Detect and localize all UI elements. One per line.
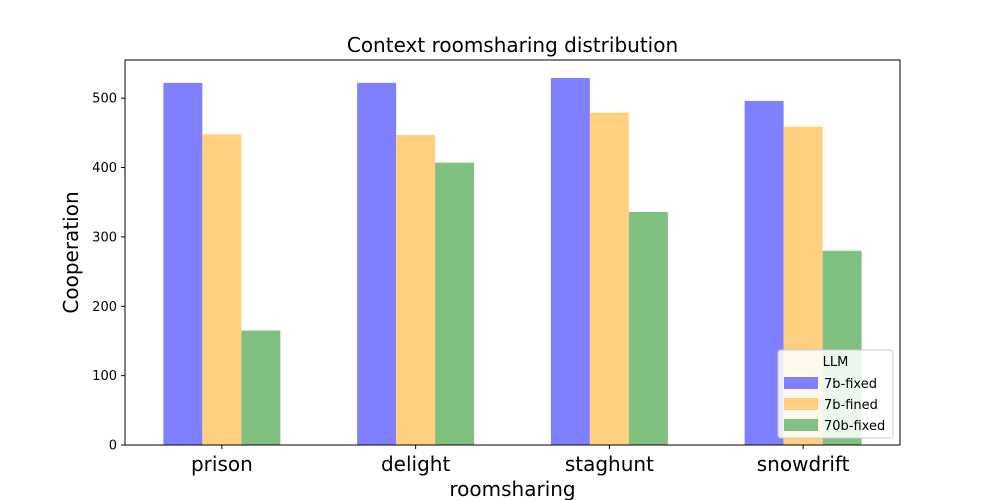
legend-title: LLM <box>823 355 849 370</box>
x-tick-label: prison <box>191 452 253 476</box>
y-tick-label: 400 <box>92 161 117 176</box>
legend-label: 7b-fixed <box>824 377 877 392</box>
bar-7b-fined-prison <box>202 134 242 445</box>
x-axis-label: roomsharing <box>449 477 575 500</box>
legend-label: 7b-fined <box>824 398 878 413</box>
bar-7b-fined-delight <box>396 134 436 445</box>
bar-7b-fixed-delight <box>357 82 397 445</box>
bar-7b-fined-staghunt <box>589 112 629 446</box>
y-tick-label: 500 <box>92 92 117 107</box>
bar-7b-fixed-staghunt <box>550 78 590 445</box>
bar-70b-fixed-prison <box>241 330 281 445</box>
legend-swatch-7b-fixed <box>784 377 818 389</box>
x-axis: prison delight staghunt snowdrift <box>191 445 850 476</box>
y-tick-label: 300 <box>92 230 117 245</box>
x-tick-label: snowdrift <box>757 452 850 476</box>
plot-frame <box>124 59 901 446</box>
legend-swatch-70b-fixed <box>784 419 818 431</box>
y-tick-label: 100 <box>92 369 117 384</box>
bar-7b-fixed-prison <box>163 82 203 445</box>
bar-7b-fixed-snowdrift <box>744 100 784 446</box>
y-tick-label: 200 <box>92 300 117 315</box>
legend-label: 70b-fixed <box>824 419 885 434</box>
legend: LLM 7b-fixed 7b-fined 70b-fixed <box>777 349 894 439</box>
y-axis-label: Cooperation <box>59 191 83 313</box>
legend-box <box>777 349 894 439</box>
y-tick-label: 0 <box>109 439 117 454</box>
bar-70b-fixed-staghunt <box>628 211 668 445</box>
legend-swatch-7b-fined <box>784 398 818 410</box>
x-tick-label: staghunt <box>565 452 654 476</box>
x-tick-label: delight <box>381 452 450 476</box>
y-axis: 0 100 200 300 400 500 <box>92 92 125 454</box>
bar-70b-fixed-delight <box>435 162 475 445</box>
chart-title: Context roomsharing distribution <box>347 33 678 57</box>
